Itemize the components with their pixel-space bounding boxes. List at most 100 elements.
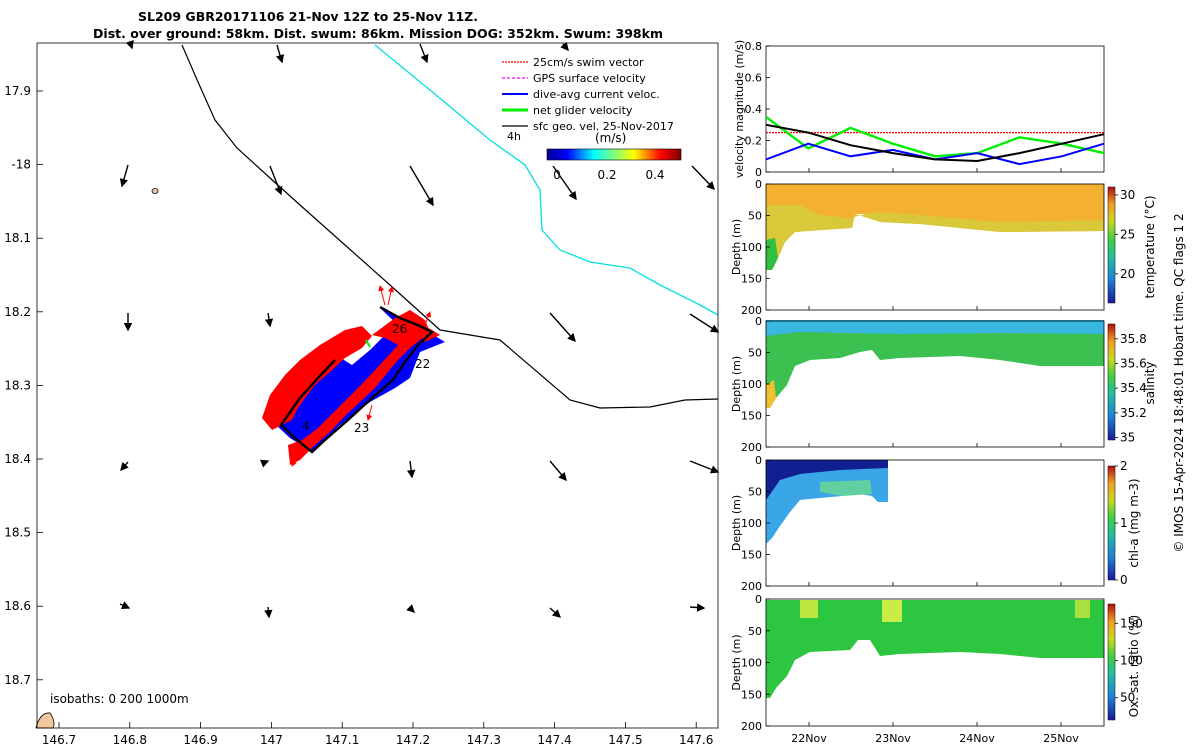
track-label-4: 4 [302, 419, 310, 433]
colorbar-tick-0: 0 [553, 168, 561, 182]
map-y-tick-label: -18 [11, 158, 31, 172]
date-tick-label: 24Nov [959, 732, 995, 745]
map-x-tick-label: 147.6 [679, 733, 713, 747]
colorbar-tick-label: 25 [1120, 227, 1135, 241]
legend-gps: GPS surface velocity [533, 72, 646, 85]
map-x-tick-label: 147.3 [467, 733, 501, 747]
chla-max-patch [820, 480, 872, 496]
depth-ylabel: Depth (m) [730, 634, 743, 690]
salinity-panel: Depth (m) 0 50 100 150 200 35 35.2 35.4 35.6 35.8… [730, 315, 1157, 454]
land-patch [35, 712, 55, 729]
map-x-tick-label: 146.7 [42, 733, 76, 747]
depth-tick-label: 200 [741, 441, 762, 454]
colorbar-tick-1: 0.2 [597, 168, 616, 182]
depth-tick-label: 50 [748, 347, 762, 360]
map-x-tick-label: 147.4 [537, 733, 571, 747]
oxygen-label: Ox. sat. ratio (%) [1127, 615, 1141, 717]
legend-geo: sfc geo. vel. 25-Nov-2017 [533, 120, 674, 133]
temperature-depth-ticks: Depth (m) 0 50 100 150 200 [730, 178, 770, 317]
map-y-tick-label: 18.6 [4, 599, 31, 613]
depth-tick-label: 100 [741, 517, 762, 530]
title-line-2: Dist. over ground: 58km. Dist. swum: 86k… [93, 26, 663, 41]
temperature-mid-band [766, 205, 1104, 262]
legend-current: dive-avg current veloc. [533, 88, 660, 101]
track-label-22: 22 [415, 357, 430, 371]
velocity-y-tick-label: 0 [755, 166, 762, 179]
velocity-panel: 0 0.2 0.4 0.6 0.8 velocity magnitude (m/s) [733, 40, 1105, 179]
depth-tick-label: 150 [741, 688, 762, 701]
map-y-tick-label: 18.3 [4, 378, 31, 392]
oxygen-high-patch-2 [882, 600, 902, 622]
colorbar-tick-2: 0.4 [645, 168, 664, 182]
depth-tick-label: 0 [755, 178, 762, 191]
map-y-tick-label: 18.2 [4, 305, 31, 319]
oxygen-field [766, 600, 1104, 698]
depth-tick-label: 50 [748, 210, 762, 223]
colorbar-tick-label: 2 [1120, 459, 1128, 473]
colorbar-tick-label: 35.6 [1120, 356, 1147, 370]
map-x-tick-label: 146.9 [183, 733, 217, 747]
velocity-series-line [765, 142, 1105, 166]
depth-tick-label: 150 [741, 410, 762, 423]
net-velocity-mark [365, 339, 371, 348]
colorbar-tick-label: 35.4 [1120, 381, 1147, 395]
salinity-label: salinity [1143, 361, 1157, 404]
depth-tick-label: 0 [755, 315, 762, 328]
salinity-colorbar-ticks: 35 35.2 35.4 35.6 35.8 [1115, 332, 1147, 445]
colorbar-tick-label: 35.8 [1120, 332, 1147, 346]
map-y-tick-label: 17.9 [4, 84, 31, 98]
temperature-panel: Depth (m) 0 50 100 150 200 20 25 30 temperature… [730, 178, 1157, 317]
oxygen-high-patch-3 [1075, 600, 1090, 618]
depth-tick-label: 200 [741, 720, 762, 733]
footer-credit: © IMOS 15-Apr-2024 18:48:01 Hobart time.… [1172, 213, 1186, 552]
map-panel: 26 22 4 23 25cm/s swim vector GPS surfac… [4, 40, 720, 747]
oxygen-panel: Depth (m) 0 50 100 150 200 50 100 150 Ox. sat. … [730, 593, 1143, 733]
map-y-tick-label: 18.7 [4, 673, 31, 687]
legend-swim: 25cm/s swim vector [533, 56, 644, 69]
velocity-y-ticks: 0 0.2 0.4 0.6 0.8 [745, 40, 770, 179]
velocity-y-tick-label: 0.4 [745, 103, 763, 116]
depth-ylabel: Depth (m) [730, 356, 743, 412]
salinity-field [766, 320, 1104, 408]
depth-tick-label: 200 [741, 304, 762, 317]
velocity-series-line [765, 123, 1105, 163]
colorbar-tick-label: 1 [1120, 516, 1128, 530]
depth-tick-label: 200 [741, 580, 762, 593]
swim-vector-arrows [291, 285, 432, 467]
velocity-y-tick-label: 0.6 [745, 72, 763, 85]
map-x-tick-label: 147 [260, 733, 283, 747]
colorbar-tick-label: 50 [1120, 691, 1135, 705]
track-label-26: 26 [392, 322, 407, 336]
depth-tick-label: 100 [741, 241, 762, 254]
colorbar-tick-label: 0 [1120, 573, 1128, 587]
temperature-colorbar-ticks: 20 25 30 [1115, 188, 1135, 281]
map-y-tick-label: 18.5 [4, 526, 31, 540]
temperature-field [766, 184, 1104, 270]
chla-colorbar [1107, 465, 1116, 581]
chla-colorbar-ticks: 0 1 2 [1115, 459, 1128, 587]
colorbar-tick-label: 35.2 [1120, 406, 1147, 420]
depth-tick-label: 100 [741, 657, 762, 670]
oxygen-depth-ticks: Depth (m) 0 50 100 150 200 [730, 593, 770, 733]
map-legend: 25cm/s swim vector GPS surface velocity … [502, 56, 674, 143]
depth-ylabel: Depth (m) [730, 219, 743, 275]
colorbar-tick-label: 100 [1120, 654, 1143, 668]
colorbar-tick-label: 150 [1120, 616, 1143, 630]
depth-tick-label: 50 [748, 486, 762, 499]
map-y-ticks: 17.9 -18 18.1 18.2 18.3 18.4 18.5 18.6 18.7 [4, 84, 43, 687]
legend-net: net glider velocity [533, 104, 633, 117]
map-colorbar [546, 148, 682, 161]
map-y-tick-label: 18.4 [4, 452, 31, 466]
oxygen-high-patch-1 [800, 600, 818, 618]
date-x-ticks: 22Nov 23Nov 24Nov 25Nov [791, 168, 1079, 745]
salinity-colorbar [1107, 323, 1116, 441]
map-x-tick-label: 147.2 [396, 733, 430, 747]
velocity-y-tick-label: 0.8 [745, 40, 763, 53]
depth-ylabel: Depth (m) [730, 495, 743, 551]
map-x-ticks: 146.7 146.8 146.9 147 147.1 147.2 147.3 147.4 14… [42, 722, 713, 747]
velocity-y-tick-label: 0.2 [745, 135, 763, 148]
salinity-surface-band [766, 320, 1104, 336]
isobath-200-line [181, 44, 719, 409]
depth-tick-label: 50 [748, 625, 762, 638]
salinity-high-patch [766, 380, 776, 408]
